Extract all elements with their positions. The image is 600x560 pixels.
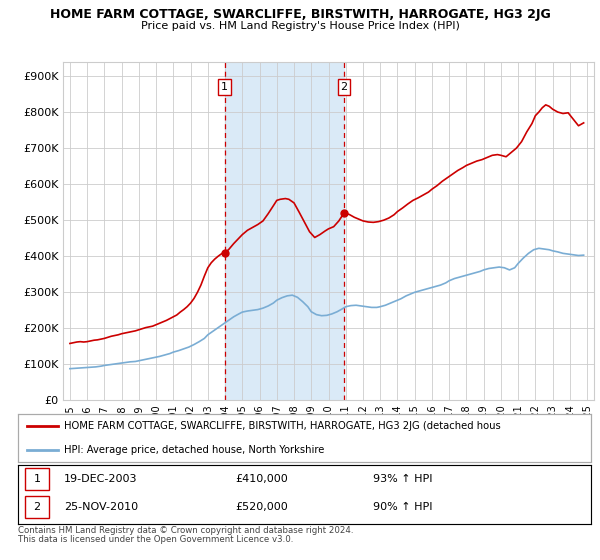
Text: 1: 1 bbox=[34, 474, 40, 484]
Text: 2: 2 bbox=[340, 82, 347, 92]
Text: 93% ↑ HPI: 93% ↑ HPI bbox=[373, 474, 433, 484]
Text: £520,000: £520,000 bbox=[236, 502, 289, 512]
Text: 2: 2 bbox=[34, 502, 40, 512]
Text: 25-NOV-2010: 25-NOV-2010 bbox=[64, 502, 138, 512]
Text: HOME FARM COTTAGE, SWARCLIFFE, BIRSTWITH, HARROGATE, HG3 2JG: HOME FARM COTTAGE, SWARCLIFFE, BIRSTWITH… bbox=[50, 8, 550, 21]
Text: £410,000: £410,000 bbox=[236, 474, 289, 484]
Text: HOME FARM COTTAGE, SWARCLIFFE, BIRSTWITH, HARROGATE, HG3 2JG (detached hous: HOME FARM COTTAGE, SWARCLIFFE, BIRSTWITH… bbox=[64, 421, 500, 431]
Text: 1: 1 bbox=[221, 82, 228, 92]
Text: HPI: Average price, detached house, North Yorkshire: HPI: Average price, detached house, Nort… bbox=[64, 445, 324, 455]
Text: This data is licensed under the Open Government Licence v3.0.: This data is licensed under the Open Gov… bbox=[18, 535, 293, 544]
Bar bbox=[25, 496, 49, 519]
Text: 19-DEC-2003: 19-DEC-2003 bbox=[64, 474, 137, 484]
Bar bbox=[224, 62, 344, 400]
Text: Contains HM Land Registry data © Crown copyright and database right 2024.: Contains HM Land Registry data © Crown c… bbox=[18, 526, 353, 535]
Text: 90% ↑ HPI: 90% ↑ HPI bbox=[373, 502, 433, 512]
Text: Price paid vs. HM Land Registry's House Price Index (HPI): Price paid vs. HM Land Registry's House … bbox=[140, 21, 460, 31]
Bar bbox=[25, 468, 49, 490]
